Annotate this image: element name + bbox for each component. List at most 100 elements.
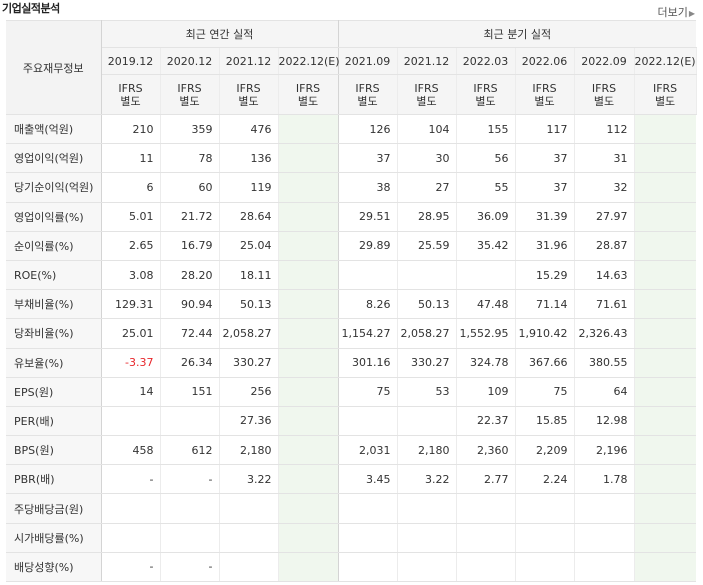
quarter-value-cell: 55 (456, 172, 516, 203)
annual-value-cell: 28.64 (219, 201, 279, 232)
quarter-value-cell: 29.51 (338, 201, 398, 232)
quarter-value-cell: 47.48 (456, 289, 516, 320)
quarter-value-cell: 37 (338, 143, 398, 174)
annual-value-cell: 612 (160, 435, 220, 466)
ifrs-label-line2: 별도 (416, 94, 437, 108)
annual-value-cell (278, 259, 339, 291)
ifrs-label-line2: 별도 (179, 94, 200, 108)
quarter-value-cell: 56 (456, 143, 516, 174)
quarter-value-cell: 3.22 (397, 464, 457, 495)
quarter-value-cell (634, 201, 697, 232)
ifrs-label: IFRS 별도 (278, 74, 339, 115)
quarter-value-cell: 2,180 (397, 435, 457, 466)
quarter-value-cell: 37 (515, 143, 575, 174)
annual-value-cell: 151 (160, 376, 220, 407)
annual-period-header: 2019.12 (101, 47, 161, 75)
quarter-period-header: 2021.12 (397, 47, 457, 75)
annual-value-cell: 119 (219, 172, 279, 203)
annual-value-cell: 21.72 (160, 201, 220, 232)
item-column-header: 주요재무정보 (6, 20, 102, 115)
row-label: BPS(원) (6, 435, 102, 466)
annual-value-cell: 3.22 (219, 464, 279, 495)
table-row: 부채비율(%) 129.31 90.94 50.13 8.26 50.13 47.48 71.… (6, 289, 697, 320)
quarter-period-header: 2022.09 (574, 47, 635, 75)
ifrs-label: IFRS 별도 (338, 74, 398, 115)
quarter-value-cell: 75 (338, 376, 398, 407)
annual-value-cell: 60 (160, 172, 220, 203)
quarter-value-cell: 380.55 (574, 347, 635, 378)
annual-value-cell (101, 405, 161, 437)
annual-value-cell: 72.44 (160, 318, 220, 349)
quarter-value-cell: 35.42 (456, 230, 516, 261)
table-row: 당기순이익(억원) 6 60 119 38 27 55 37 32 (6, 172, 697, 203)
annual-value-cell (160, 522, 220, 553)
quarter-period-header: 2022.12(E) (634, 47, 697, 75)
quarter-value-cell (634, 435, 697, 466)
ifrs-label-line1: IFRS (532, 81, 557, 95)
quarter-value-cell (397, 551, 457, 583)
quarter-value-cell: 50.13 (397, 289, 457, 320)
annual-value-cell (278, 376, 339, 407)
annual-value-cell: 2,180 (219, 435, 279, 466)
quarter-value-cell (397, 522, 457, 553)
more-link[interactable]: 더보기▶ (657, 4, 695, 20)
ifrs-label-line2: 별도 (238, 94, 259, 108)
table-row: 매출액(억원) 210 359 476 126 104 155 117 112 (6, 113, 697, 145)
quarter-value-cell (338, 551, 398, 583)
annual-value-cell: 28.20 (160, 259, 220, 291)
ifrs-label: IFRS 별도 (160, 74, 220, 115)
quarter-value-cell (634, 405, 697, 437)
annual-value-cell (278, 405, 339, 437)
annual-value-cell: 458 (101, 435, 161, 466)
ifrs-label-line2: 별도 (593, 94, 615, 108)
table-row: 영업이익률(%) 5.01 21.72 28.64 29.51 28.95 36.09 31.… (6, 201, 697, 232)
quarter-period-header: 2022.03 (456, 47, 516, 75)
quarter-value-cell: 117 (515, 113, 575, 145)
quarter-period-header: 2022.06 (515, 47, 575, 75)
row-label: PBR(배) (6, 464, 102, 495)
quarter-value-cell (338, 405, 398, 437)
annual-value-cell: 330.27 (219, 347, 279, 378)
row-label: 당기순이익(억원) (6, 172, 102, 203)
quarter-value-cell: 112 (574, 113, 635, 145)
annual-group-header: 최근 연간 실적 (101, 20, 339, 48)
quarter-value-cell: 367.66 (515, 347, 575, 378)
quarter-value-cell: 109 (456, 376, 516, 407)
quarter-value-cell (456, 522, 516, 553)
annual-value-cell: 359 (160, 113, 220, 145)
quarter-value-cell: 15.29 (515, 259, 575, 291)
quarter-value-cell: 75 (515, 376, 575, 407)
quarter-value-cell (634, 522, 697, 553)
table-row: PBR(배) - -3.22 3.45 3.22 2.77 2.24 1.78 (6, 464, 697, 495)
quarter-value-cell: 1.78 (574, 464, 635, 495)
row-label: 순이익률(%) (6, 230, 102, 261)
annual-value-cell: 6 (101, 172, 161, 203)
quarter-value-cell (456, 259, 516, 291)
ifrs-label-line2: 별도 (357, 94, 378, 108)
annual-value-cell: 25.01 (101, 318, 161, 349)
ifrs-label-line2: 별도 (120, 94, 141, 108)
annual-value-cell (278, 318, 339, 349)
ifrs-label-line1: IFRS (414, 81, 439, 95)
ifrs-label-line1: IFRS (118, 81, 143, 95)
quarter-value-cell: 2,209 (515, 435, 575, 466)
chevron-right-icon: ▶ (688, 9, 695, 18)
quarter-value-cell (338, 259, 398, 291)
annual-value-cell: - (160, 464, 220, 495)
table-row: BPS(원) 458 612 2,180 2,031 2,180 2,360 2,209 2,1… (6, 435, 697, 466)
annual-value-cell (278, 551, 339, 583)
ifrs-label: IFRS 별도 (634, 74, 697, 115)
annual-value-cell: 25.04 (219, 230, 279, 261)
quarter-value-cell: 28.95 (397, 201, 457, 232)
table-row: 유보율(%) -3.37 26.34 330.27 301.16 330.27 324.78… (6, 347, 697, 378)
annual-value-cell (101, 493, 161, 524)
quarter-value-cell: 8.26 (338, 289, 398, 320)
quarter-value-cell (574, 551, 635, 583)
annual-value-cell: 3.08 (101, 259, 161, 291)
row-label: 주당배당금(원) (6, 493, 102, 524)
quarter-value-cell: 71.14 (515, 289, 575, 320)
quarter-value-cell (634, 113, 697, 145)
table-row: ROE(%) 3.08 28.20 18.11 15.29 14.63 (6, 259, 697, 291)
quarter-value-cell: 22.37 (456, 405, 516, 437)
annual-value-cell (278, 347, 339, 378)
